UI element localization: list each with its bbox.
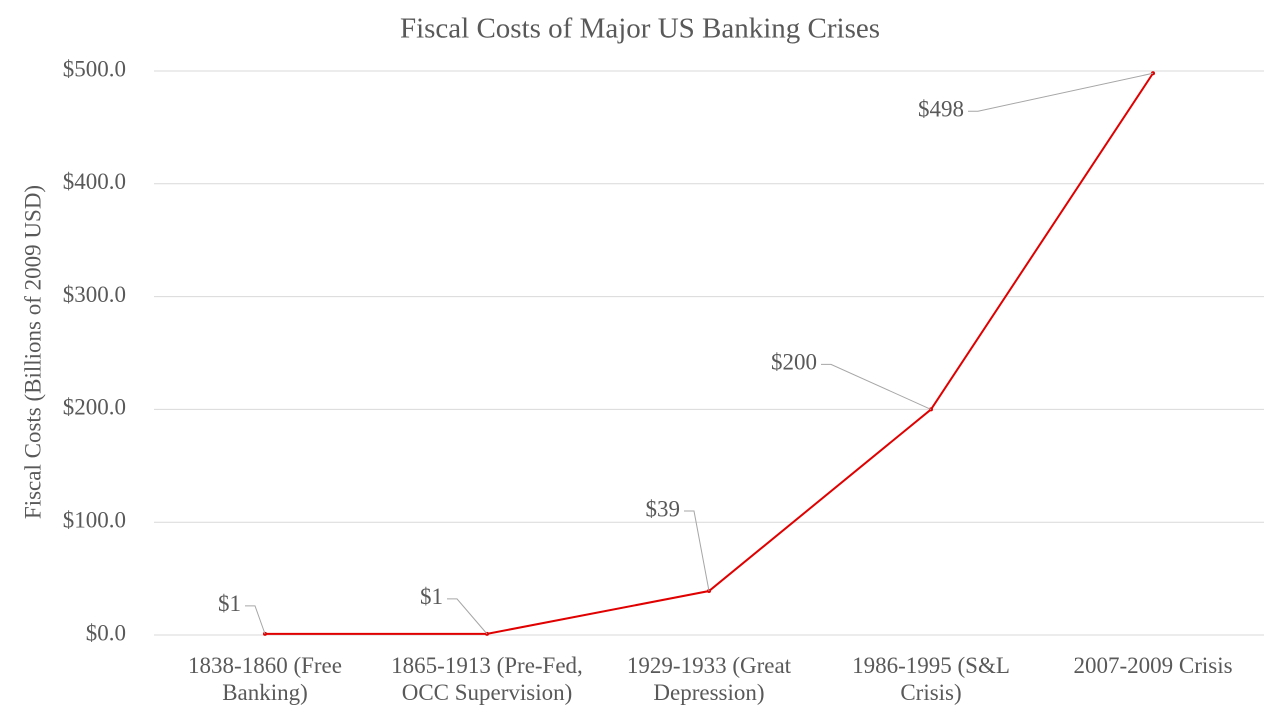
y-tick-label: $100.0 bbox=[63, 507, 126, 532]
chart-title: Fiscal Costs of Major US Banking Crises bbox=[400, 13, 880, 45]
leader-line bbox=[968, 72, 1154, 112]
y-tick-label: $500.0 bbox=[63, 56, 126, 81]
data-label: $200 bbox=[771, 350, 817, 375]
data-label: $1 bbox=[420, 584, 443, 609]
y-tick-label: $400.0 bbox=[63, 169, 126, 194]
leader-line bbox=[447, 598, 488, 635]
x-tick-label: 2007-2009 Crisis bbox=[1073, 653, 1233, 678]
y-tick-label: $300.0 bbox=[63, 282, 126, 307]
x-tick-label: 1865-1913 (Pre-Fed, OCC Supervision) bbox=[391, 653, 583, 705]
leader-line bbox=[245, 605, 266, 635]
y-axis-title: Fiscal Costs (Billions of 2009 USD) bbox=[20, 185, 45, 519]
line bbox=[265, 72, 1154, 635]
y-tick-label: $0.0 bbox=[86, 620, 126, 645]
data-label: $498 bbox=[918, 97, 964, 122]
data-label: $39 bbox=[646, 496, 681, 521]
data-label: $1 bbox=[218, 591, 241, 616]
leader-line bbox=[684, 510, 710, 592]
leader-line bbox=[821, 363, 932, 410]
y-tick-label: $200.0 bbox=[63, 395, 126, 420]
x-tick-label: 1838-1860 (Free Banking) bbox=[188, 653, 342, 705]
x-tick-label: 1986-1995 (S&L Crisis) bbox=[852, 653, 1010, 705]
x-tick-label: 1929-1933 (Great Depression) bbox=[626, 653, 792, 705]
